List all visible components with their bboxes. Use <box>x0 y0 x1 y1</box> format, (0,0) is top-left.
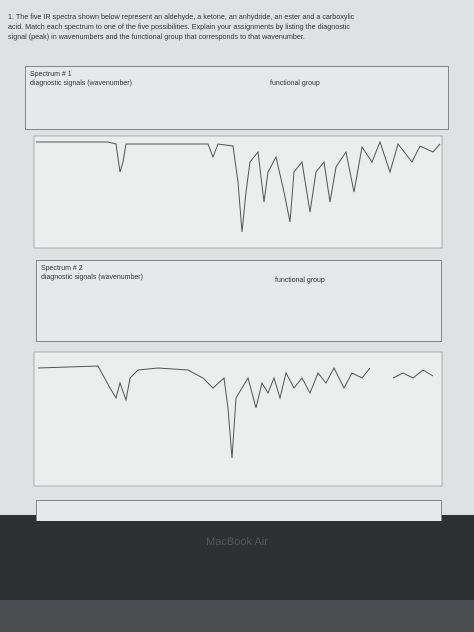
answer-box: Spectrum # 2 diagnostic signals (wavenum… <box>36 260 442 342</box>
column-label: diagnostic signals (wavenumber) <box>30 80 132 87</box>
answer-box <box>36 500 442 521</box>
box-title: Spectrum # 1 <box>30 71 72 78</box>
question-line: 1. The five IR spectra shown below repre… <box>8 12 355 21</box>
column-label: diagnostic signals (wavenumber) <box>41 274 143 281</box>
column-label: functional group <box>275 277 325 284</box>
answer-box: Spectrum # 1 diagnostic signals (wavenum… <box>25 66 449 130</box>
box-title: Spectrum # 2 <box>41 265 83 272</box>
column-label: functional group <box>270 80 320 87</box>
ir-spectrum <box>33 135 443 249</box>
laptop-brand: MacBook Air <box>206 536 268 548</box>
ir-spectrum <box>33 351 443 487</box>
keyboard <box>0 600 474 632</box>
question-line: acid. Match each spectrum to one of the … <box>8 22 350 31</box>
document-page: 1. The five IR spectra shown below repre… <box>0 0 474 521</box>
question-line: signal (peak) in wavenumbers and the fun… <box>8 32 305 41</box>
